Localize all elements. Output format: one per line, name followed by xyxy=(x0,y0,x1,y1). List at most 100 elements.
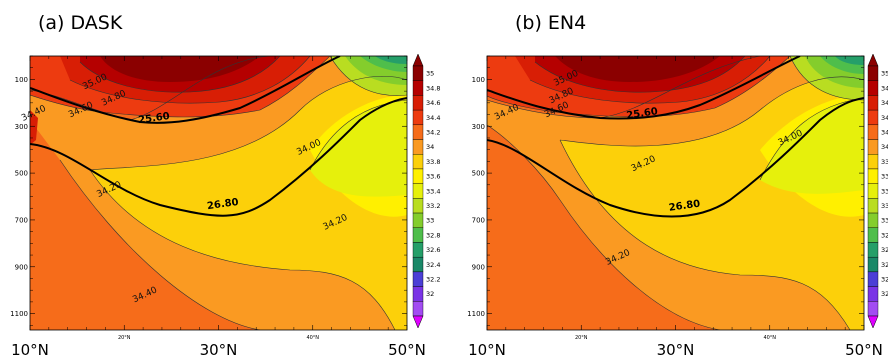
panel-a-fill xyxy=(30,56,407,330)
isohaline-33.80-line xyxy=(329,56,407,96)
isopycnal-label: 26.80 xyxy=(206,197,239,212)
colorbar-swatch xyxy=(412,286,424,302)
y-tick-label: 300 xyxy=(15,123,28,131)
isopycnal-25.60-line xyxy=(487,56,801,120)
colorbar-tick-label: 32.8 xyxy=(426,231,440,239)
colorbar-swatch xyxy=(412,227,424,243)
colorbar-swatch xyxy=(867,271,879,287)
colorbar-swatch xyxy=(412,242,424,258)
colorbar-tick-label: 33 xyxy=(426,217,434,225)
isopycnal-26.80-line xyxy=(487,97,864,218)
x-tick-label: 30°N xyxy=(657,341,695,359)
panel-b-title: (b) EN4 xyxy=(515,12,586,34)
field-33.20 xyxy=(835,56,864,65)
isohaline-34.10-line xyxy=(89,75,407,171)
colorbar-bottom-arrow xyxy=(412,315,424,329)
isopycnal-label: 25.60 xyxy=(138,111,171,126)
colorbar-swatch xyxy=(867,301,879,317)
y-tick-label: 500 xyxy=(15,170,28,178)
colorbar-tick-label: 33.2 xyxy=(881,202,888,210)
x-tick-label: 10°N xyxy=(468,341,506,359)
isohaline-34.30-line xyxy=(487,124,721,330)
colorbar-tick-label: 32.6 xyxy=(426,246,440,254)
colorbar-tick-label: 34.2 xyxy=(881,128,888,136)
colorbar-bottom-arrow xyxy=(867,315,879,329)
isohaline-34.00-line xyxy=(759,97,864,181)
colorbar-swatch xyxy=(412,139,424,155)
colorbar-swatch xyxy=(412,271,424,287)
panel-a-colorbar: 35 34.8 34.6 34.4 34.2 34 33.8 33.6 33.4 33.2 33 32… xyxy=(412,53,440,329)
panel-a-y-ticks: 100 300 500 700 900 1100 xyxy=(10,55,407,326)
field-35.00 xyxy=(100,56,260,82)
colorbar-swatch xyxy=(867,80,879,96)
colorbar-swatch xyxy=(412,168,424,184)
colorbar-tick-label: 32.2 xyxy=(881,276,888,284)
field-34.00 xyxy=(760,98,864,194)
colorbar-tick-label: 33.6 xyxy=(426,173,440,181)
isohaline-35.00-line xyxy=(534,56,746,93)
colorbar-swatch xyxy=(412,301,424,317)
colorbar-tick-label: 32.2 xyxy=(426,276,440,284)
colorbar-tick-label: 32.8 xyxy=(881,231,888,239)
isohaline-34.10-line xyxy=(559,76,864,147)
colorbar-tick-label: 32 xyxy=(881,290,888,298)
colorbar-top-arrow xyxy=(867,53,879,67)
colorbar-swatch xyxy=(412,109,424,126)
colorbar-swatch xyxy=(412,256,424,273)
isopycnal-26.80-line xyxy=(30,97,407,217)
y-tick-label: 1100 xyxy=(467,310,485,318)
colorbar-swatch xyxy=(412,154,424,170)
isopycnal-label: 26.80 xyxy=(668,199,701,214)
colorbar-swatch xyxy=(412,183,424,199)
colorbar-tick-label: 34.8 xyxy=(881,84,888,92)
colorbar-swatch xyxy=(867,168,879,184)
colorbar-tick-label: 34 xyxy=(426,143,434,151)
y-tick-label: 700 xyxy=(472,216,485,224)
x-tick-label: 30°N xyxy=(200,341,238,359)
colorbar-swatch xyxy=(412,124,424,140)
colorbar-tick-label: 34 xyxy=(881,143,888,151)
colorbar-tick-label: 34.6 xyxy=(881,99,888,107)
x-tick-label: 50°N xyxy=(388,341,426,359)
isohaline-35.00-line xyxy=(79,56,281,93)
colorbar-tick-label: 33.8 xyxy=(426,158,440,166)
x-tick-label: 50°N xyxy=(845,341,883,359)
panel-b-x-ticks: 10°N 20°N 30°N 40°N 50°N xyxy=(468,56,883,359)
x-tick-label: 20°N xyxy=(118,335,131,341)
colorbar-swatch xyxy=(867,212,879,228)
colorbar-tick-label: 34.2 xyxy=(426,128,440,136)
colorbar-swatch xyxy=(867,183,879,199)
colorbar-tick-label: 33.2 xyxy=(426,202,440,210)
colorbar-swatch xyxy=(867,242,879,258)
colorbar-swatch xyxy=(412,95,424,111)
colorbar-swatch xyxy=(867,286,879,302)
isohaline-34.20-line xyxy=(89,169,396,330)
y-tick-label: 900 xyxy=(15,263,28,271)
colorbar-tick-label: 33.4 xyxy=(426,187,440,195)
y-tick-label: 100 xyxy=(15,76,28,84)
x-tick-label: 40°N xyxy=(306,335,319,341)
isohaline-34.20-line xyxy=(559,139,851,330)
x-tick-label: 40°N xyxy=(763,335,776,341)
x-tick-label: 10°N xyxy=(11,341,49,359)
colorbar-swatch xyxy=(867,198,879,214)
colorbar-tick-label: 34.4 xyxy=(426,114,440,122)
panel-b: (b) EN4 xyxy=(467,12,888,359)
isopycnal-label: 25.60 xyxy=(626,106,659,121)
colorbar-tick-label: 32 xyxy=(426,290,434,298)
isohaline-34.60-line xyxy=(30,56,331,118)
colorbar-swatch xyxy=(867,256,879,273)
colorbar-swatch xyxy=(867,227,879,243)
panel-b-fill xyxy=(487,56,864,330)
colorbar-swatch xyxy=(867,95,879,111)
colorbar-swatch xyxy=(867,139,879,155)
colorbar-tick-label: 32.6 xyxy=(881,246,888,254)
colorbar-tick-label: 32.4 xyxy=(881,261,888,269)
isopycnal-25.60-line xyxy=(30,56,341,124)
panel-b-colorbar: 35 34.8 34.6 34.4 34.2 34 33.8 33.6 33.4 33.2 33 32… xyxy=(867,53,888,329)
y-tick-label: 500 xyxy=(472,170,485,178)
colorbar-swatch xyxy=(412,198,424,214)
y-tick-label: 100 xyxy=(472,76,485,84)
panel-b-y-ticks: 100 300 500 700 900 1100 xyxy=(467,55,864,326)
